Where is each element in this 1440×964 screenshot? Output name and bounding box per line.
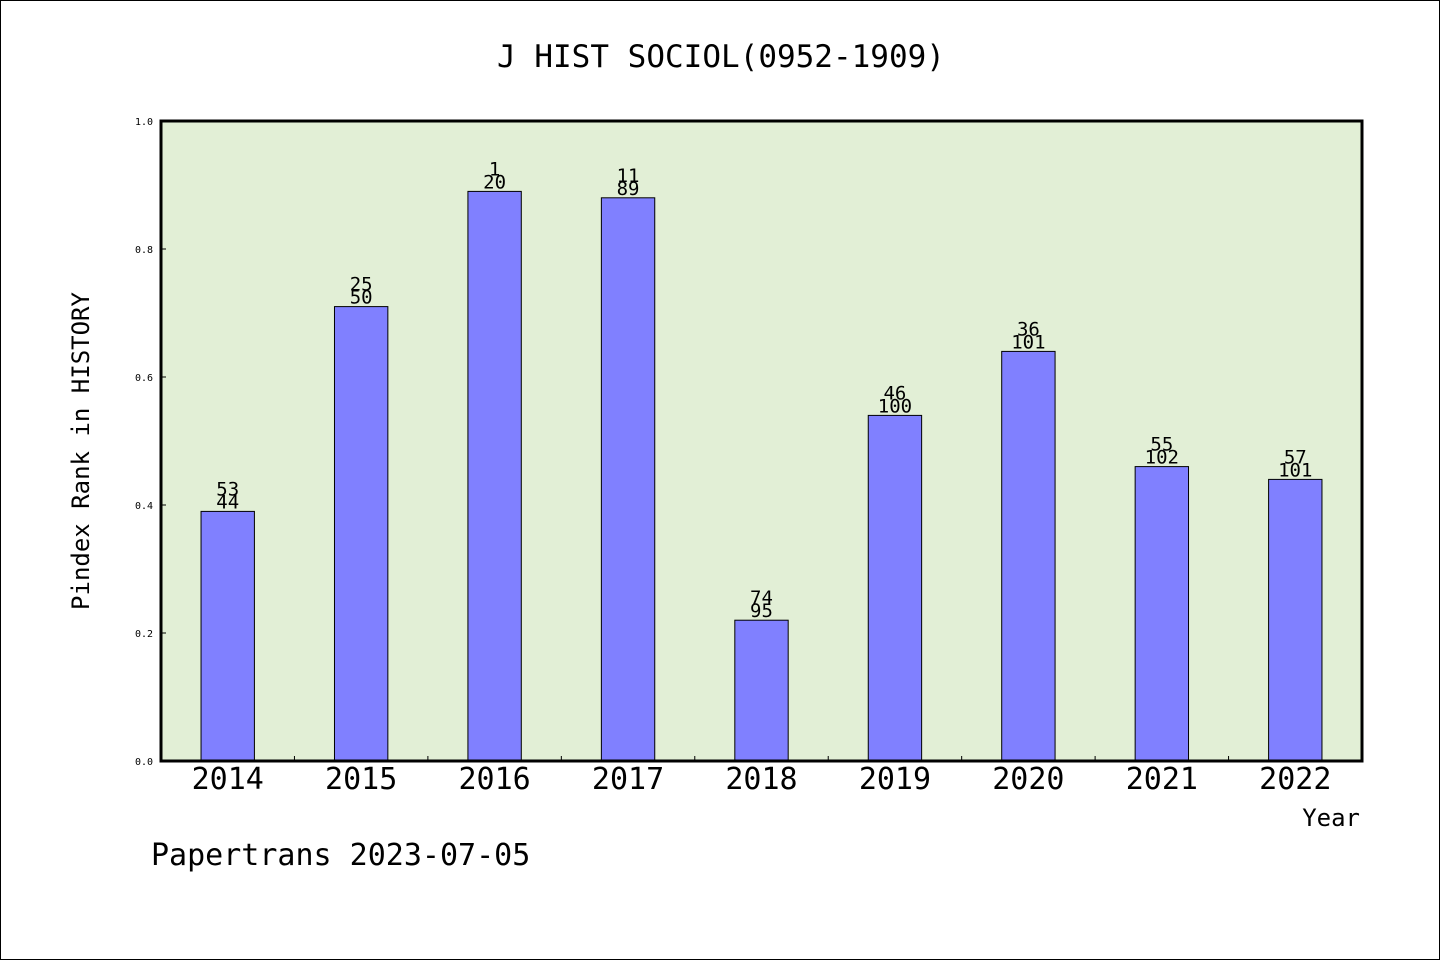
- bar-2020: [1001, 350, 1056, 762]
- bar-label-top-2022: 57: [1284, 446, 1307, 468]
- bar-label-bottom-2017: 89: [617, 178, 640, 200]
- bar-label-bottom-2021: 102: [1145, 447, 1179, 469]
- bar-2016: [467, 190, 522, 762]
- x-tick-label-2019: 2019: [859, 762, 931, 797]
- bar-label-top-2020: 36: [1017, 318, 1040, 340]
- y-tick-label: 0.0: [135, 757, 153, 768]
- bar-label-bottom-2020: 101: [1011, 331, 1045, 353]
- x-tick-label-2020: 2020: [992, 762, 1064, 797]
- y-axis-label: Pindex Rank in HISTORY: [67, 292, 95, 610]
- x-axis: 2014 2015 2016 2017 2018 2019 2020 2021 2022: [192, 756, 1331, 797]
- bar-label-bottom-2015: 50: [350, 287, 373, 309]
- y-tick-label: 0.8: [135, 245, 153, 256]
- x-tick-label-2021: 2021: [1126, 762, 1198, 797]
- x-axis-label: Year: [1302, 804, 1360, 832]
- bar-2022: [1268, 478, 1323, 762]
- y-tick-label: 0.4: [135, 501, 153, 512]
- bar-label-bottom-2014: 44: [216, 491, 239, 513]
- y-tick-label: 0.2: [135, 629, 153, 640]
- bar-label-top-2015: 25: [350, 274, 373, 296]
- x-tick-label-2014: 2014: [192, 762, 264, 797]
- bars-group: [200, 190, 1323, 762]
- x-tick-label-2016: 2016: [458, 762, 530, 797]
- bar-2014: [200, 510, 255, 762]
- bar-label-top-2021: 55: [1150, 434, 1173, 456]
- bar-label-top-2016: 1: [489, 158, 500, 180]
- bar-2017: [600, 197, 656, 762]
- bar-2021: [1134, 466, 1190, 762]
- bar-2019: [867, 414, 923, 762]
- chart-title: J HIST SOCIOL(0952-1909): [497, 39, 945, 75]
- bar-label-bottom-2019: 100: [878, 395, 912, 417]
- bar-2018: [734, 619, 789, 762]
- plot-border: [159, 119, 1364, 763]
- bar-label-bottom-2022: 101: [1278, 459, 1312, 481]
- footer-text: Papertrans 2023-07-05: [151, 838, 530, 873]
- bar-label-top-2018: 74: [750, 587, 773, 609]
- bar-label-top-2014: 53: [216, 478, 239, 500]
- x-tick-label-2017: 2017: [592, 762, 664, 797]
- bar-2015: [333, 306, 389, 762]
- bar-label-top-2017: 11: [617, 165, 640, 187]
- y-tick-label: 1.0: [135, 117, 153, 128]
- bar-label-bottom-2018: 95: [750, 600, 773, 622]
- bar-label-bottom-2016: 20: [483, 171, 506, 193]
- x-tick-label-2015: 2015: [325, 762, 397, 797]
- bar-label-top-2019: 46: [883, 382, 906, 404]
- y-tick-label: 0.6: [135, 373, 153, 384]
- x-tick-label-2018: 2018: [725, 762, 797, 797]
- x-tick-label-2022: 2022: [1259, 762, 1331, 797]
